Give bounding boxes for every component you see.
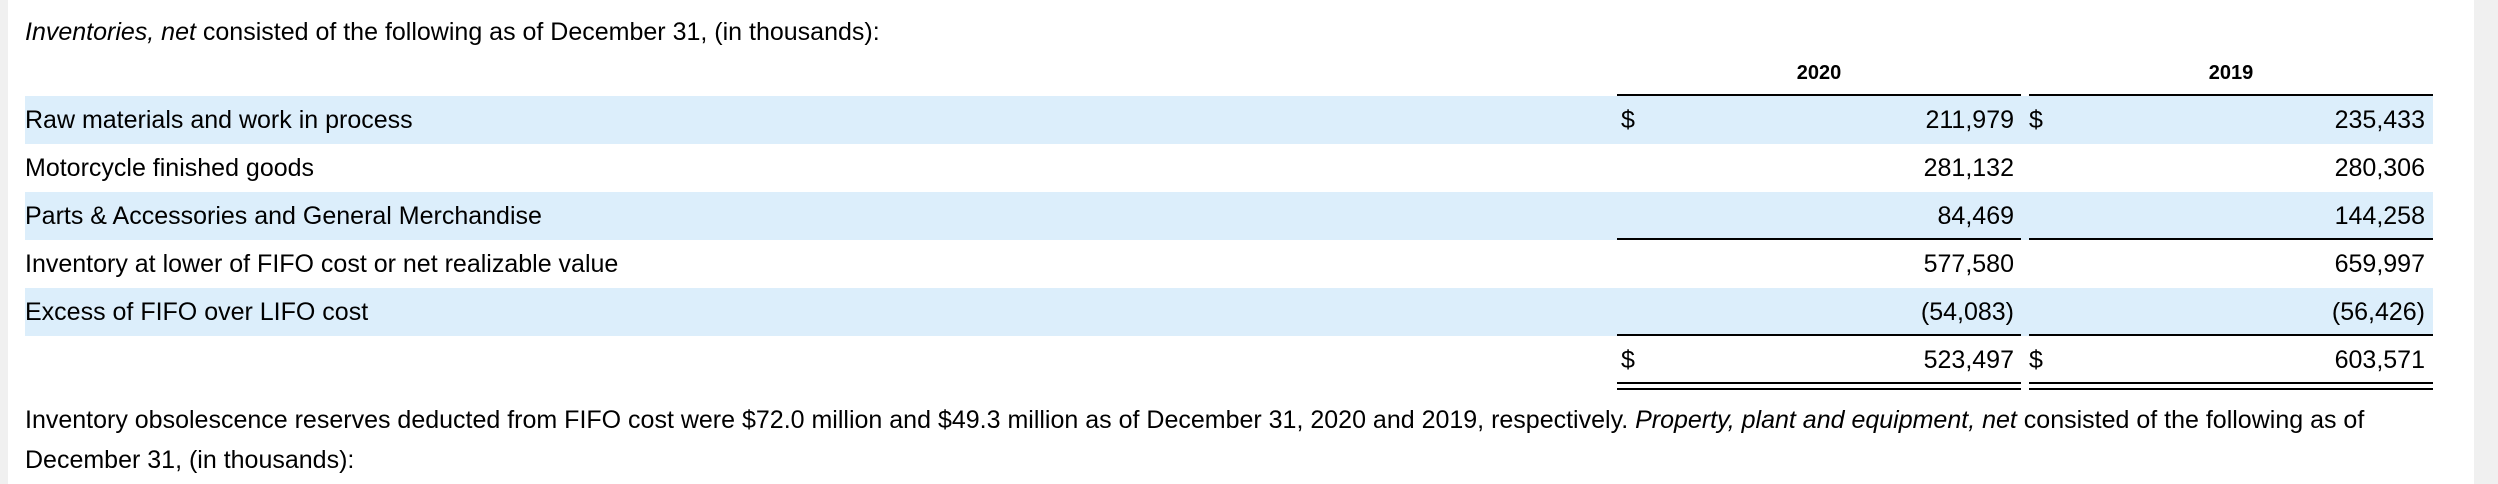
subtotal-rule-2019 [2029,238,2433,240]
row-label: Excess of FIFO over LIFO cost [25,298,369,326]
table-row: Inventory at lower of FIFO cost or net r… [25,240,2433,288]
value-2019: 280,306 [2334,154,2425,182]
inventory-table: 2020 2019 Raw materials and work in proc… [25,56,2433,390]
intro-paragraph: Inventories, net consisted of the follow… [25,12,880,52]
table-header-row: 2020 2019 [25,56,2433,96]
intro-text: consisted of the following as of Decembe… [195,18,880,46]
header-rule-2019 [2029,94,2433,96]
footer-italic-term: Property, plant and equipment, net [1635,406,2017,434]
footer-text-2: consisted of the following as of Decembe… [25,406,2365,474]
currency-symbol-2020: $ [1621,346,1635,374]
value-2020: 84,469 [1937,202,2014,230]
table-row: Motorcycle finished goods 281,132 280,30… [25,144,2433,192]
value-2020: 577,580 [1923,250,2014,278]
table-row: Raw materials and work in process $ 211,… [25,96,2433,144]
total-rule-2020 [1617,334,2021,336]
value-2019: 235,433 [2334,106,2425,134]
row-label: Parts & Accessories and General Merchand… [25,202,542,230]
table-row: Parts & Accessories and General Merchand… [25,192,2433,240]
header-rule-2020 [1617,94,2021,96]
table-row: Excess of FIFO over LIFO cost (54,083) (… [25,288,2433,336]
currency-symbol-2020: $ [1621,106,1635,134]
double-rule-2020-upper [1617,382,2021,384]
column-header-2020: 2020 [1796,62,1842,84]
row-label: Inventory at lower of FIFO cost or net r… [25,250,619,278]
subtotal-rule-2020 [1617,238,2021,240]
total-rule-2019 [2029,334,2433,336]
intro-italic-term: Inventories, net [25,18,196,46]
double-rule-2019-lower [2029,388,2433,390]
table-row-total: $ 523,497 $ 603,571 [25,336,2433,390]
footer-text-1: Inventory obsolescence reserves deducted… [25,406,1636,434]
column-header-2019: 2019 [2208,62,2254,84]
double-rule-2019-upper [2029,382,2433,384]
value-2020: 211,979 [1925,106,2014,134]
value-2020: (54,083) [1920,298,2014,326]
currency-symbol-2019: $ [2029,106,2043,134]
row-label: Motorcycle finished goods [25,154,315,182]
double-rule-2020-lower [1617,388,2021,390]
value-2019: 144,258 [2334,202,2425,230]
value-2019: 659,997 [2334,250,2425,278]
value-2020: 523,497 [1923,346,2014,374]
scrollbar-gutter [2474,0,2498,484]
row-label: Raw materials and work in process [25,106,413,134]
value-2019: (56,426) [2331,298,2425,326]
currency-symbol-2019: $ [2029,346,2043,374]
value-2019: 603,571 [2334,346,2425,374]
value-2020: 281,132 [1923,154,2014,182]
footer-paragraph: Inventory obsolescence reserves deducted… [25,400,2425,480]
